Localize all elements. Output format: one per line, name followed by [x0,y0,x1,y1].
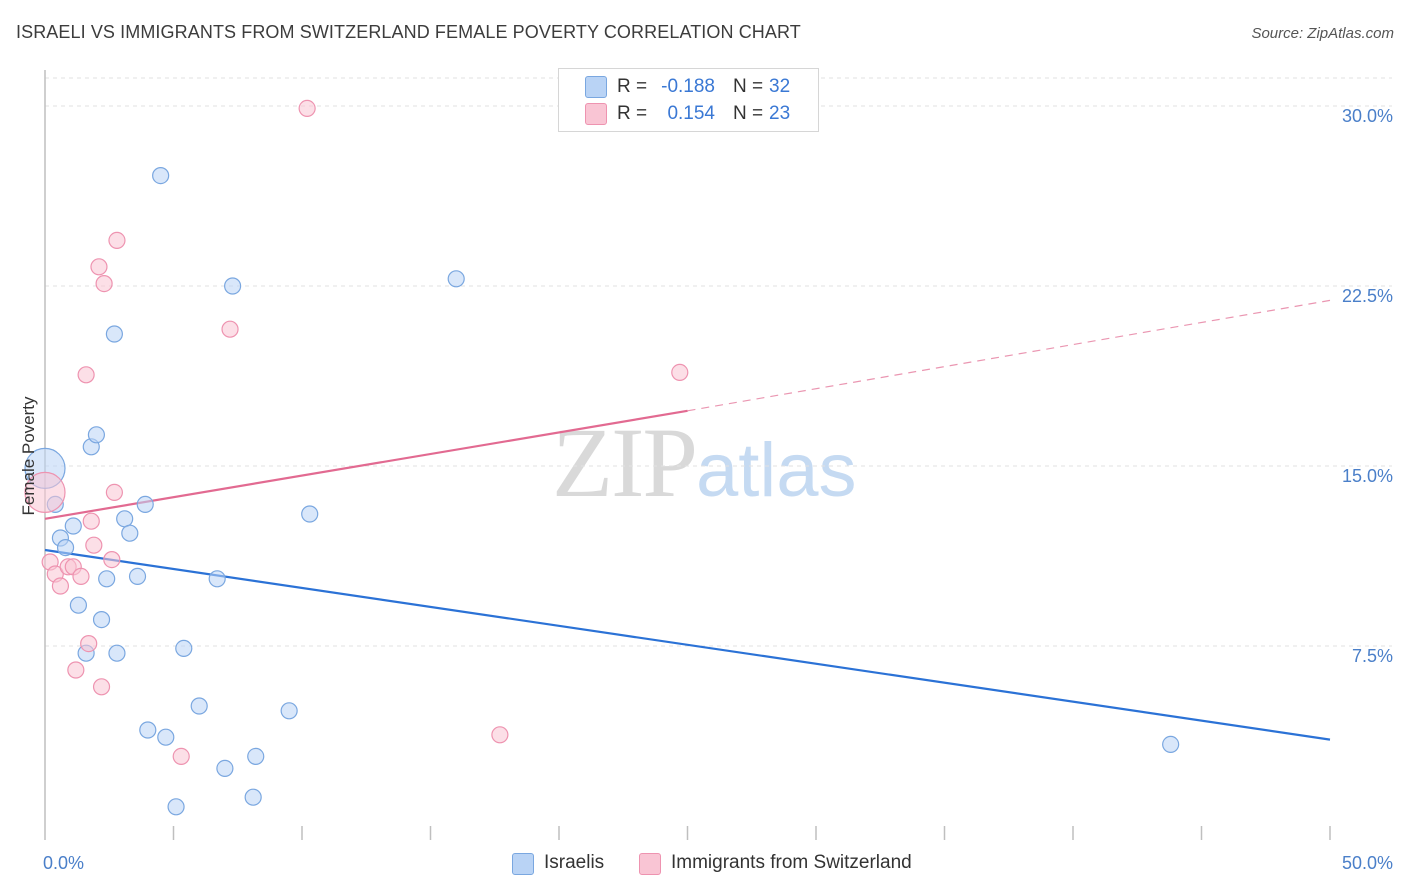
legend-n-label: N = [733,76,764,97]
point-swiss [671,363,689,381]
point-israelis [224,277,242,295]
series-legend: Israelis Immigrants from Switzerland [0,852,1406,878]
data-points [24,99,1180,816]
point-israelis [152,167,170,185]
point-swiss [95,275,113,293]
point-israelis [244,788,262,806]
point-israelis [121,524,139,542]
legend-r-label: R = [617,76,648,97]
y-axis-label: Female Poverty [19,396,38,516]
point-israelis [247,747,265,766]
point-israelis [301,505,319,523]
series-label-israelis: Israelis [544,852,605,873]
point-israelis [280,702,298,720]
point-swiss [85,536,103,554]
legend-n-label: N = [733,103,764,124]
point-swiss [72,567,90,586]
y-tick-label: 30.0% [1342,106,1393,126]
point-swiss [24,471,66,513]
legend-r-value: 0.154 [667,103,715,124]
point-israelis [87,426,106,444]
legend-r-label: R = [617,103,648,124]
point-swiss [80,634,98,653]
legend-r-value: -0.188 [661,76,715,97]
point-israelis [56,538,75,557]
point-israelis [167,798,185,816]
series-swatch-swiss [639,853,661,875]
point-israelis [108,644,126,662]
point-swiss [92,678,111,696]
point-swiss [108,231,126,249]
point-israelis [116,510,134,528]
legend-n-value: 32 [769,76,791,97]
watermark-zip: ZIP [552,407,698,518]
correlation-legend: R = -0.188 N = 32 R = 0.154 N = 23 [558,68,819,132]
chart-title: ISRAELI VS IMMIGRANTS FROM SWITZERLAND F… [16,22,801,42]
point-swiss [77,366,95,384]
point-swiss [298,99,316,118]
point-israelis [98,570,116,588]
source-label: Source: ZipAtlas.com [1251,25,1394,42]
watermark: ZIPatlas [552,405,857,520]
point-israelis [64,517,82,535]
watermark-atlas: atlas [696,428,857,513]
point-swiss [172,747,190,766]
x-tick-label: 0.0% [43,853,84,873]
point-israelis [1162,735,1180,754]
point-israelis [216,759,234,778]
point-swiss [103,550,121,569]
point-israelis [447,270,465,288]
point-israelis [157,728,175,746]
y-tick-label: 7.5% [1352,646,1393,666]
trend-line-swiss-extension [687,299,1331,412]
point-israelis [105,325,123,343]
grid-lines [45,77,1392,647]
series-label-swiss: Immigrants from Switzerland [671,852,912,873]
point-israelis [128,567,147,586]
trend-line-israelis [44,548,1331,741]
point-swiss [90,258,108,276]
point-swiss [105,483,123,501]
point-swiss [221,320,239,338]
legend-n-value: 23 [769,103,791,124]
point-israelis [208,570,226,588]
point-swiss [82,512,100,530]
point-swiss [491,726,509,744]
y-tick-label: 15.0% [1342,466,1393,486]
x-tick-label: 50.0% [1342,853,1393,873]
point-israelis [92,610,111,629]
point-israelis [69,596,88,614]
trend-lines [44,299,1331,741]
y-tick-label: 22.5% [1342,286,1393,306]
legend-swatch-swiss [585,103,607,125]
axes [44,70,1331,840]
point-swiss [67,661,85,679]
tick-labels: 7.5% 15.0% 22.5% 30.0% 0.0% 50.0% [43,106,1393,873]
point-israelis [190,697,208,715]
series-swatch-israelis [512,853,534,875]
point-israelis [139,721,157,739]
point-israelis [175,639,193,658]
point-israelis [136,495,154,513]
legend-swatch-israelis [585,76,607,98]
point-swiss [51,577,70,595]
